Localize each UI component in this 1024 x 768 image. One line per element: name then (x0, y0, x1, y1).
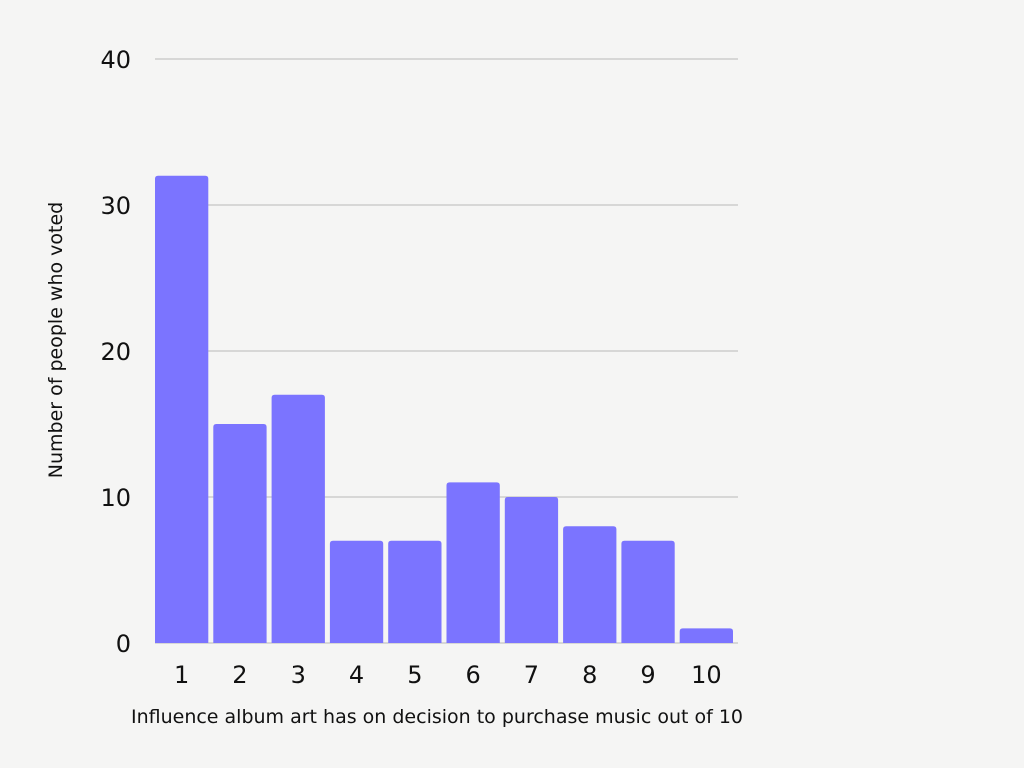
bar-5 (388, 540, 442, 643)
bar-6 (446, 482, 500, 643)
y-tick-label-10: 10 (100, 484, 131, 512)
x-tick-label-9: 9 (640, 661, 655, 689)
y-tick-label-40: 40 (100, 46, 131, 74)
y-tick-labels: 0 10 20 30 40 (100, 46, 131, 658)
bars (155, 175, 733, 644)
x-tick-label-1: 1 (174, 661, 189, 689)
bar-9 (621, 540, 675, 643)
bar-7 (504, 497, 559, 643)
x-tick-label-8: 8 (582, 661, 597, 689)
x-tick-label-5: 5 (407, 661, 422, 689)
x-tick-labels: 1 2 3 4 5 6 7 8 9 10 (174, 661, 722, 689)
bar-1 (155, 175, 209, 644)
bar-3 (271, 394, 325, 643)
x-axis-title: Influence album art has on decision to p… (131, 706, 743, 728)
x-tick-label-6: 6 (466, 661, 481, 689)
y-tick-label-20: 20 (100, 338, 131, 366)
bar-8 (563, 526, 617, 643)
x-tick-label-3: 3 (291, 661, 306, 689)
x-tick-label-10: 10 (691, 661, 722, 689)
bar-4 (329, 540, 384, 643)
x-tick-label-2: 2 (232, 661, 247, 689)
y-tick-label-0: 0 (116, 630, 131, 658)
x-tick-label-4: 4 (349, 661, 364, 689)
x-tick-label-7: 7 (524, 661, 539, 689)
bar-2 (213, 424, 267, 643)
y-axis-title: Number of people who voted (45, 202, 67, 478)
y-tick-label-30: 30 (100, 192, 131, 220)
bar-10 (679, 628, 733, 643)
